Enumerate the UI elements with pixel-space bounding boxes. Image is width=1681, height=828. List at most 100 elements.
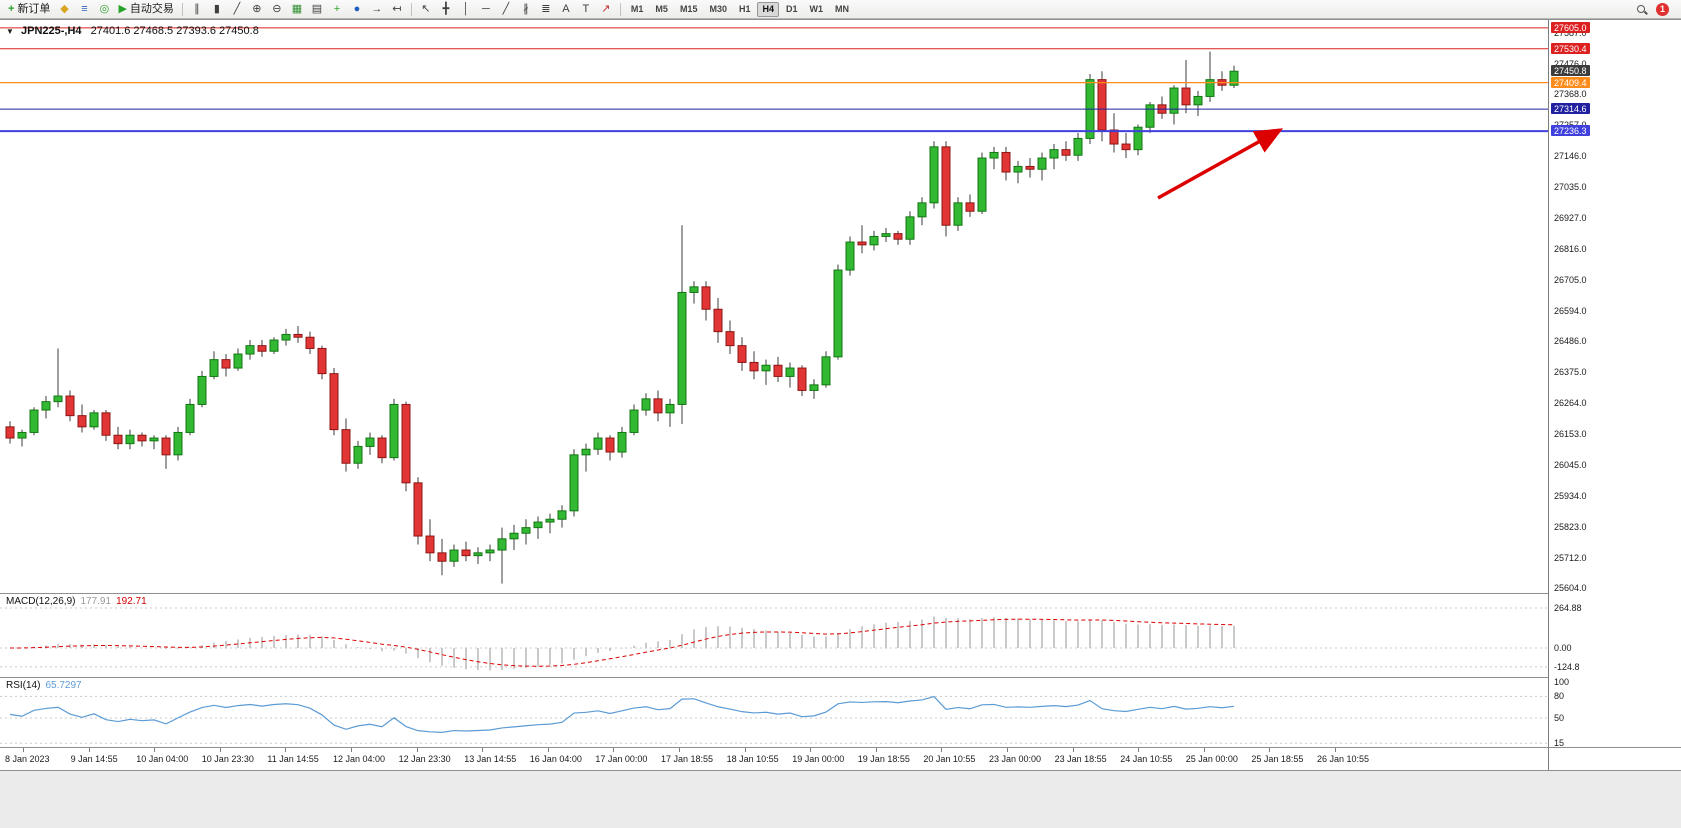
period-clock-icon[interactable]: ● — [347, 1, 367, 17]
price-tick-label: 264.88 — [1554, 603, 1582, 613]
time-label: 16 Jan 04:00 — [529, 754, 582, 764]
bar-chart-icon: ∥ — [194, 2, 200, 15]
timeframe-h1-button[interactable]: H1 — [734, 2, 756, 17]
zoom-out-icon[interactable]: ⊖ — [267, 1, 287, 17]
macd-main-value: 177.91 — [80, 596, 112, 607]
time-label: 23 Jan 00:00 — [989, 754, 1042, 764]
bar-chart-icon[interactable]: ∥ — [187, 1, 207, 17]
time-label: 25 Jan 00:00 — [1185, 754, 1238, 764]
time-tick — [941, 748, 943, 752]
main-chart-canvas[interactable] — [0, 20, 1548, 593]
timeframe-m15-button[interactable]: M15 — [675, 2, 703, 17]
search-icon[interactable] — [1631, 1, 1651, 17]
time-tick — [219, 748, 221, 752]
price-tick-label: 27476.0 — [1554, 58, 1587, 69]
timeframe-m30-button[interactable]: M30 — [704, 2, 732, 17]
timeframe-h4-button[interactable]: H4 — [757, 1, 779, 17]
horizontal-line-icon: ─ — [482, 2, 490, 15]
bottom-strip — [0, 771, 1681, 828]
time-label: 20 Jan 10:55 — [923, 754, 976, 764]
price-tag: 27530.4 — [1551, 42, 1590, 54]
tile-windows-icon: ▦ — [291, 2, 303, 15]
horizontal-line-objects — [0, 27, 1548, 133]
time-tick — [744, 748, 746, 752]
price-tick-label: 25712.0 — [1554, 552, 1587, 563]
cursor-icon[interactable]: ↖ — [416, 1, 436, 17]
notification-badge[interactable]: 1 — [1656, 2, 1669, 16]
new-order-label: 新订单 — [17, 2, 51, 15]
text-icon[interactable]: A — [556, 1, 576, 17]
price-tick-label: 27587.0 — [1554, 27, 1587, 38]
time-label: 18 Jan 10:55 — [726, 754, 779, 764]
period-clock-icon: ● — [353, 2, 361, 15]
time-label: 23 Jan 18:55 — [1054, 754, 1107, 764]
autotrading-button[interactable]: ▶ 自动交易 — [114, 1, 177, 17]
timeframe-w1-button[interactable]: W1 — [805, 2, 829, 17]
price-tick-label: 26927.0 — [1554, 212, 1587, 223]
one-click-trading-icon[interactable]: ▼ — [6, 27, 14, 36]
trendline-icon: ╱ — [502, 2, 510, 15]
trendline-icon[interactable]: ╱ — [496, 1, 516, 17]
arrange-windows-icon[interactable]: ▤ — [307, 1, 327, 17]
time-label: 17 Jan 18:55 — [661, 754, 714, 764]
fibonacci-icon[interactable]: ≣ — [536, 1, 556, 17]
price-tag: 27314.6 — [1551, 103, 1590, 115]
price-tick-label: 26594.0 — [1554, 305, 1587, 316]
price-tick-label: -124.8 — [1554, 661, 1580, 672]
horizontal-line-icon[interactable]: ─ — [476, 1, 496, 17]
text-icon: A — [562, 2, 570, 15]
crosshair-icon[interactable]: ╋ — [436, 1, 456, 17]
rsi-indicator-label: RSI(14) 65.7297 — [6, 680, 82, 691]
zoom-in-icon[interactable]: ⊕ — [247, 1, 267, 17]
time-tick — [482, 748, 484, 752]
timeframe-m1-button[interactable]: M1 — [626, 2, 649, 17]
rsi-value: 65.7297 — [45, 680, 82, 691]
tile-windows-icon[interactable]: ▦ — [287, 1, 307, 17]
vertical-line-icon[interactable]: │ — [456, 1, 476, 17]
price-tick-label: 50 — [1554, 713, 1565, 723]
price-tick-label: 26705.0 — [1554, 274, 1587, 285]
time-tick — [88, 748, 90, 752]
auto-scroll-icon[interactable]: → — [367, 1, 387, 17]
navigator-icon[interactable]: ◎ — [94, 1, 114, 17]
text-label-icon[interactable]: T — [576, 1, 596, 17]
market-watch-icon[interactable]: ≡ — [74, 1, 94, 17]
macd-panel-canvas[interactable] — [0, 594, 1548, 677]
time-tick — [416, 748, 418, 752]
rsi-line — [9, 695, 1235, 733]
charts-profile-icon[interactable]: ◆ — [54, 1, 74, 17]
price-tick-label: 26153.0 — [1554, 429, 1587, 440]
arrows-icon: ↗ — [601, 2, 611, 15]
timeframe-d1-button[interactable]: D1 — [781, 2, 803, 17]
zoom-out-icon: ⊖ — [272, 2, 282, 15]
toolbar-right-group: 1 — [1631, 1, 1677, 17]
timeframe-m5-button[interactable]: M5 — [650, 2, 673, 17]
line-chart-icon[interactable]: ╱ — [227, 1, 247, 17]
new-order-button[interactable]: + 新订单 — [4, 1, 54, 17]
macd-signal-line — [9, 618, 1235, 667]
time-label: 11 Jan 14:55 — [267, 754, 319, 764]
new-chart-icon[interactable]: + — [327, 1, 347, 17]
time-tick — [285, 748, 287, 752]
candlestick-chart-icon[interactable]: ▮ — [207, 1, 227, 17]
rsi-panel-canvas[interactable] — [0, 678, 1548, 747]
chart-info-line: ▼ JPN225-,H4 27401.6 27468.5 27393.6 274… — [6, 25, 259, 37]
time-label: 9 Jan 14:55 — [70, 754, 118, 764]
chart-top-border — [0, 19, 1681, 20]
chart-shift-icon[interactable]: ↤ — [387, 1, 407, 17]
time-label: 19 Jan 18:55 — [857, 754, 910, 764]
timeframe-mn-button[interactable]: MN — [830, 2, 854, 17]
channel-icon[interactable]: ∦ — [516, 1, 536, 17]
market-watch-icon: ≡ — [81, 2, 88, 15]
time-axis[interactable]: 8 Jan 2023 9 Jan 14:55 10 Jan 04:00 10 Jan … — [0, 748, 1548, 770]
time-label: 24 Jan 10:55 — [1120, 754, 1173, 764]
channel-icon: ∦ — [523, 2, 529, 15]
zoom-in-icon: ⊕ — [252, 2, 262, 15]
candlestick-chart-icon: ▮ — [213, 2, 220, 15]
price-axis[interactable]: 27587.027476.027368.027257.027146.027035… — [1548, 20, 1681, 770]
price-tick-label: 27146.0 — [1554, 151, 1587, 162]
line-chart-icon: ╱ — [233, 2, 241, 15]
autotrading-icon: ▶ — [118, 2, 127, 15]
arrows-icon[interactable]: ↗ — [596, 1, 616, 17]
